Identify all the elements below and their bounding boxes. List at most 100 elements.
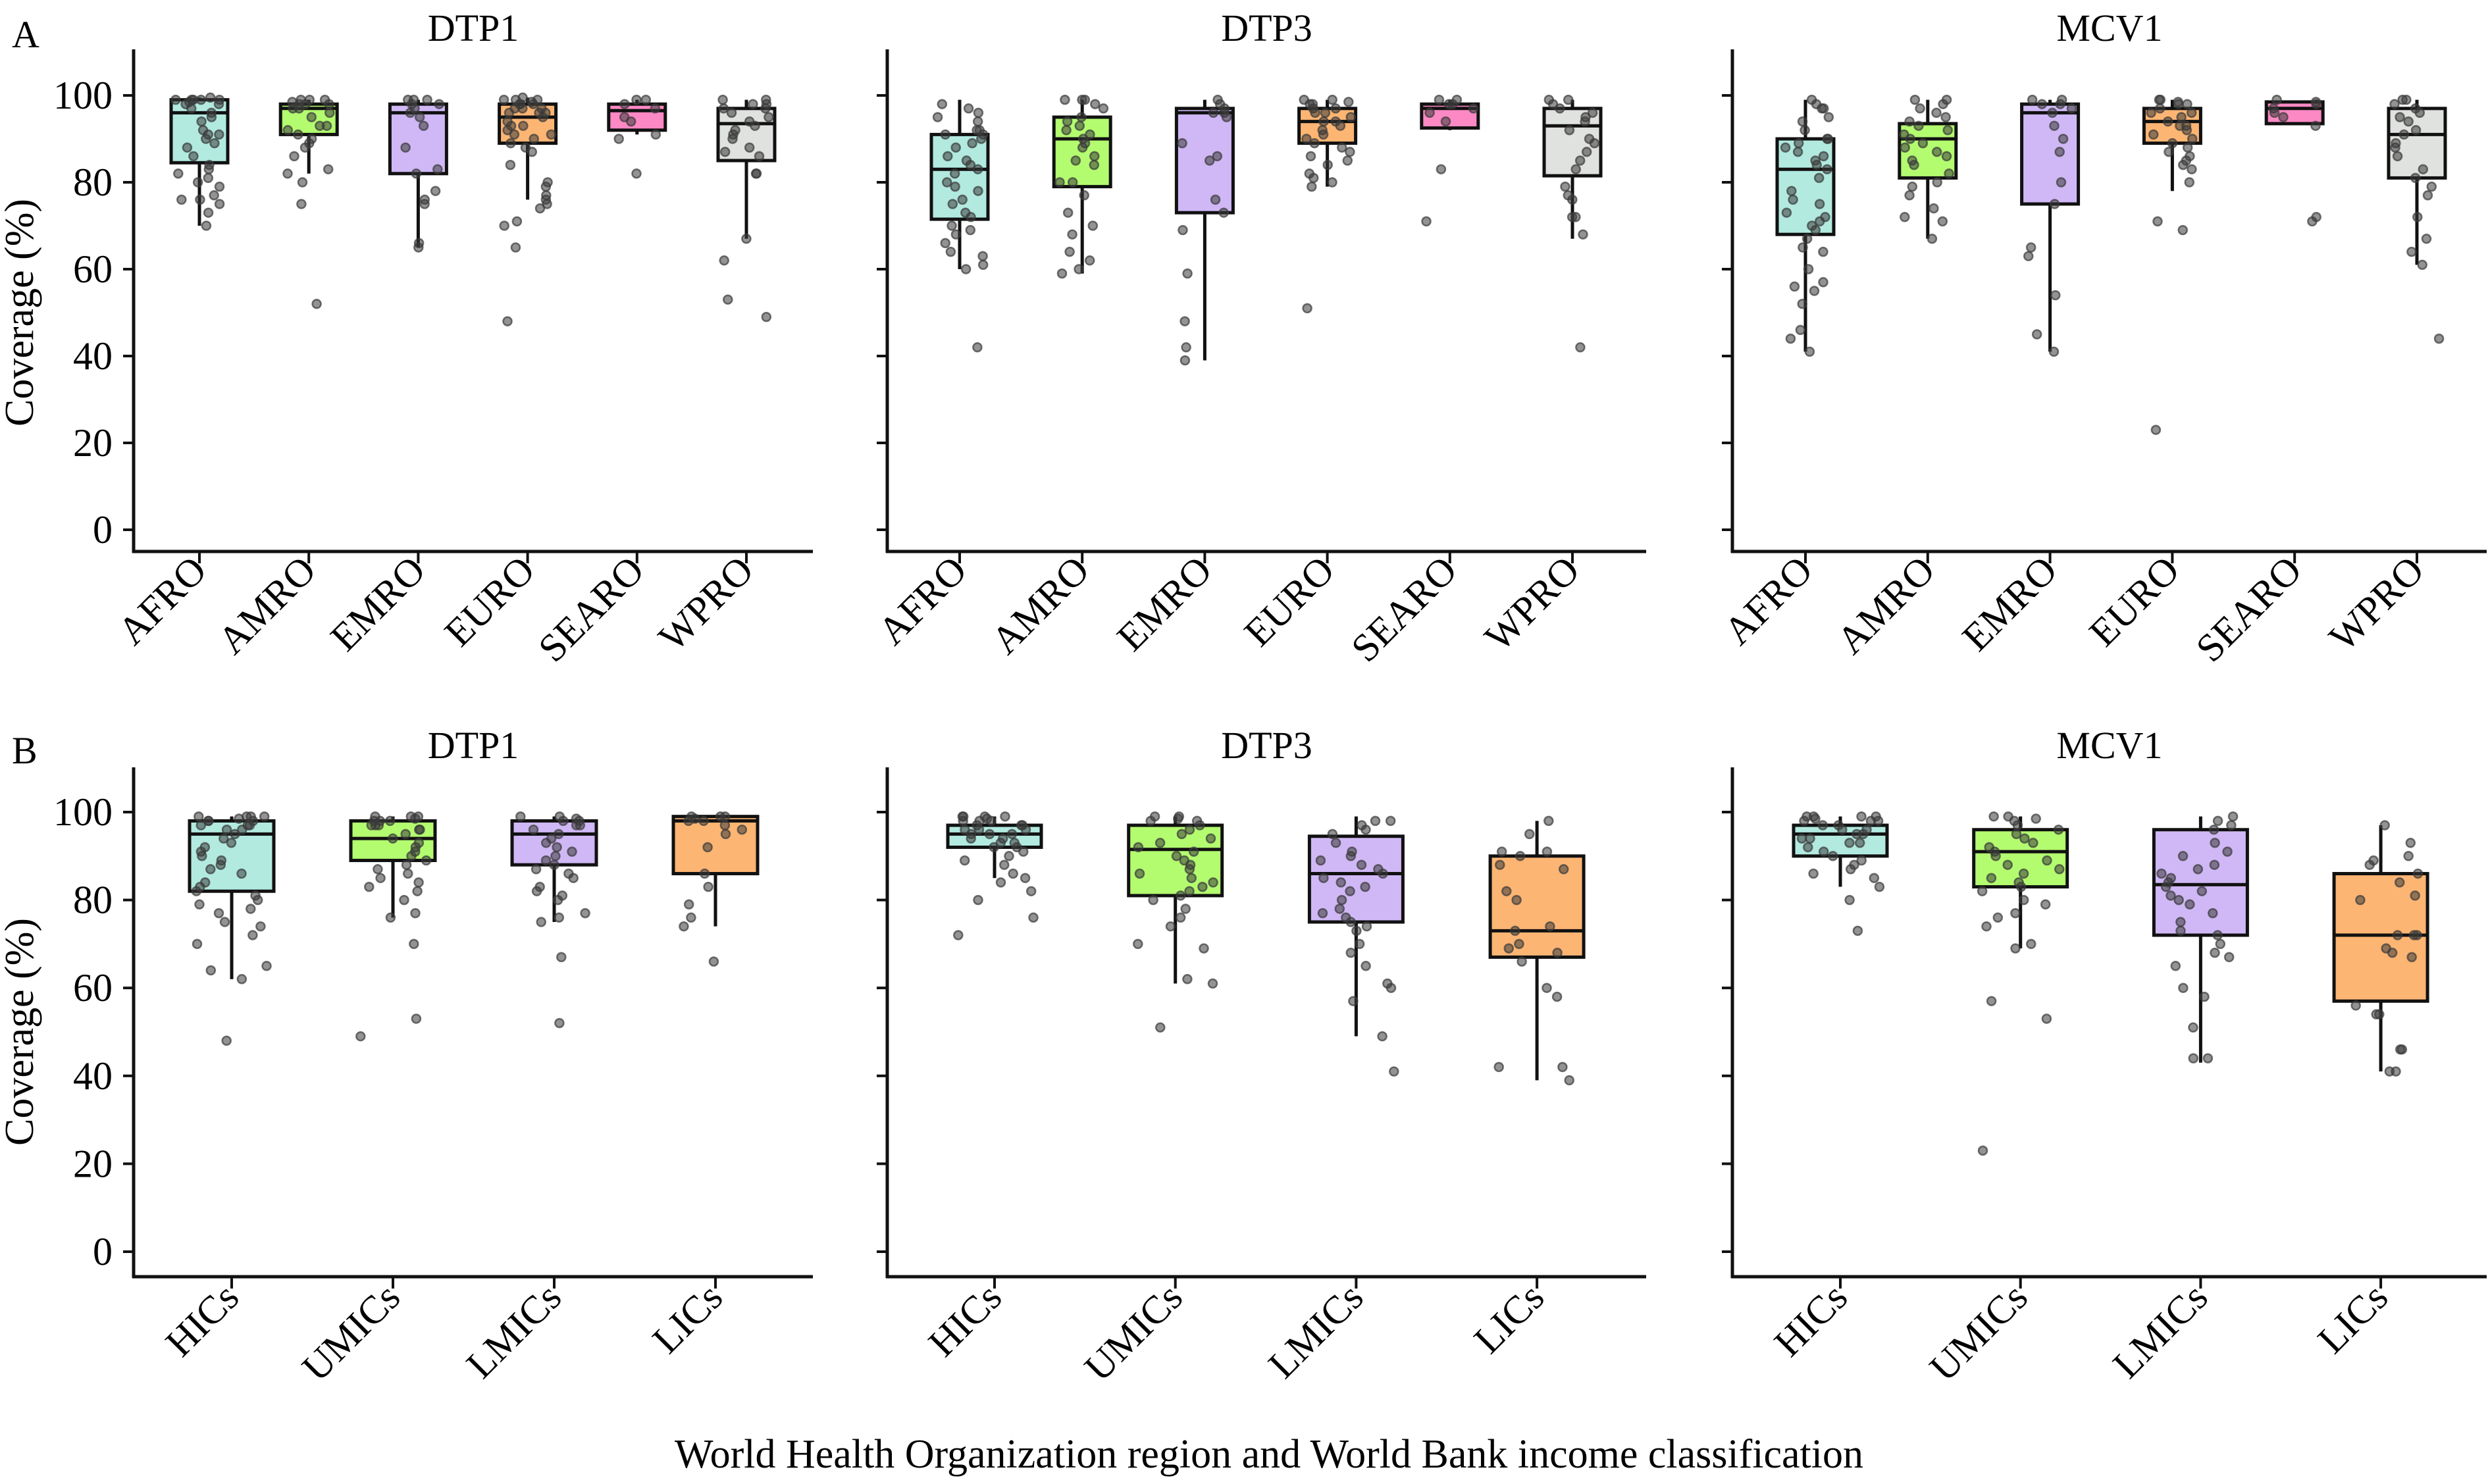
- data-point: [1178, 224, 1188, 236]
- data-point: [945, 246, 956, 257]
- data-point: [196, 116, 207, 127]
- data-point: [1310, 107, 1320, 118]
- data-point: [1199, 943, 1209, 954]
- box-iqr: [1488, 854, 1586, 959]
- data-point: [2054, 147, 2065, 157]
- box-amro: AMRO: [1828, 94, 1958, 662]
- y-tick-label: 100: [53, 790, 113, 834]
- data-point: [2056, 177, 2067, 188]
- data-point: [1356, 859, 1367, 870]
- data-point: [323, 164, 334, 174]
- data-point: [1793, 138, 1804, 149]
- box-euro: EURO: [2081, 94, 2202, 655]
- data-point: [1990, 851, 2001, 861]
- data-point: [625, 116, 636, 127]
- data-point: [650, 129, 661, 140]
- data-point: [2410, 172, 2421, 184]
- data-point: [1184, 864, 1195, 875]
- box-amro: AMRO: [209, 94, 339, 662]
- data-point: [2210, 948, 2220, 958]
- data-point: [2310, 120, 2321, 131]
- data-point: [1542, 846, 1553, 857]
- data-point: [201, 220, 212, 231]
- box-lics: LICs: [2310, 820, 2429, 1362]
- data-point: [1205, 833, 1216, 844]
- data-point: [2187, 164, 2197, 174]
- data-point: [727, 134, 738, 144]
- data-point: [1817, 103, 1827, 114]
- data-point: [963, 103, 974, 114]
- data-point: [2176, 112, 2187, 122]
- data-point: [1309, 138, 1320, 149]
- x-tick-label: UMICs: [1076, 1275, 1191, 1390]
- data-point: [726, 107, 737, 118]
- data-point: [1503, 943, 1515, 954]
- data-point: [977, 251, 988, 261]
- data-point: [550, 851, 561, 861]
- data-point: [1564, 125, 1575, 136]
- data-point: [176, 194, 187, 205]
- data-point: [989, 842, 999, 853]
- data-point: [2160, 881, 2171, 892]
- data-point: [1098, 103, 1109, 114]
- data-point: [977, 259, 989, 270]
- data-point: [1440, 116, 1451, 127]
- data-point: [2408, 930, 2420, 940]
- data-point: [1940, 112, 1951, 122]
- data-point: [748, 99, 758, 109]
- data-point: [1788, 194, 1798, 205]
- data-point: [1578, 229, 1588, 240]
- data-point: [2173, 894, 2184, 906]
- data-point: [1188, 846, 1199, 857]
- data-point: [1822, 164, 1832, 174]
- data-point: [554, 1017, 565, 1029]
- data-point: [1581, 147, 1592, 157]
- data-point: [1354, 938, 1365, 950]
- data-point: [737, 824, 748, 835]
- data-point: [1171, 851, 1182, 861]
- data-point: [1074, 264, 1084, 274]
- data-point: [723, 294, 733, 305]
- data-point: [221, 824, 232, 835]
- data-point: [960, 264, 972, 274]
- data-point: [405, 107, 416, 118]
- data-point: [1805, 833, 1815, 844]
- data-point: [2212, 815, 2223, 827]
- data-point: [2152, 216, 2163, 227]
- x-tick-label: AFRO: [1715, 548, 1821, 653]
- data-point: [195, 194, 205, 205]
- data-point: [282, 168, 293, 179]
- data-point: [1909, 94, 1921, 105]
- data-point: [1589, 138, 1600, 149]
- data-point: [237, 824, 247, 835]
- data-point: [1797, 299, 1807, 309]
- data-point: [1327, 177, 1337, 188]
- data-point: [966, 833, 976, 844]
- data-point: [613, 134, 624, 144]
- x-tick-label: SEARO: [1343, 548, 1465, 671]
- data-point: [1207, 978, 1218, 989]
- data-point: [409, 938, 419, 950]
- data-point: [219, 833, 229, 844]
- panel-b-dtp3: DTP3 HICs UMICs LMICs LICs: [877, 724, 1646, 1389]
- data-point: [1817, 820, 1828, 831]
- data-point: [1370, 815, 1381, 827]
- data-point: [432, 164, 443, 174]
- data-point: [1915, 103, 1925, 114]
- data-point: [1322, 159, 1333, 170]
- data-point: [1060, 94, 1070, 105]
- y-axis-title: Coverage (%): [0, 199, 42, 426]
- data-point: [1327, 829, 1338, 840]
- data-point: [259, 811, 270, 822]
- data-point: [528, 824, 539, 835]
- data-point: [950, 181, 960, 192]
- data-point: [1154, 838, 1166, 848]
- box-umics: UMICs: [1076, 811, 1224, 1390]
- data-point: [2150, 424, 2162, 435]
- data-point: [1378, 868, 1388, 879]
- data-point: [2066, 103, 2077, 114]
- data-point: [401, 859, 412, 870]
- data-point: [1062, 207, 1074, 218]
- data-point: [203, 164, 215, 174]
